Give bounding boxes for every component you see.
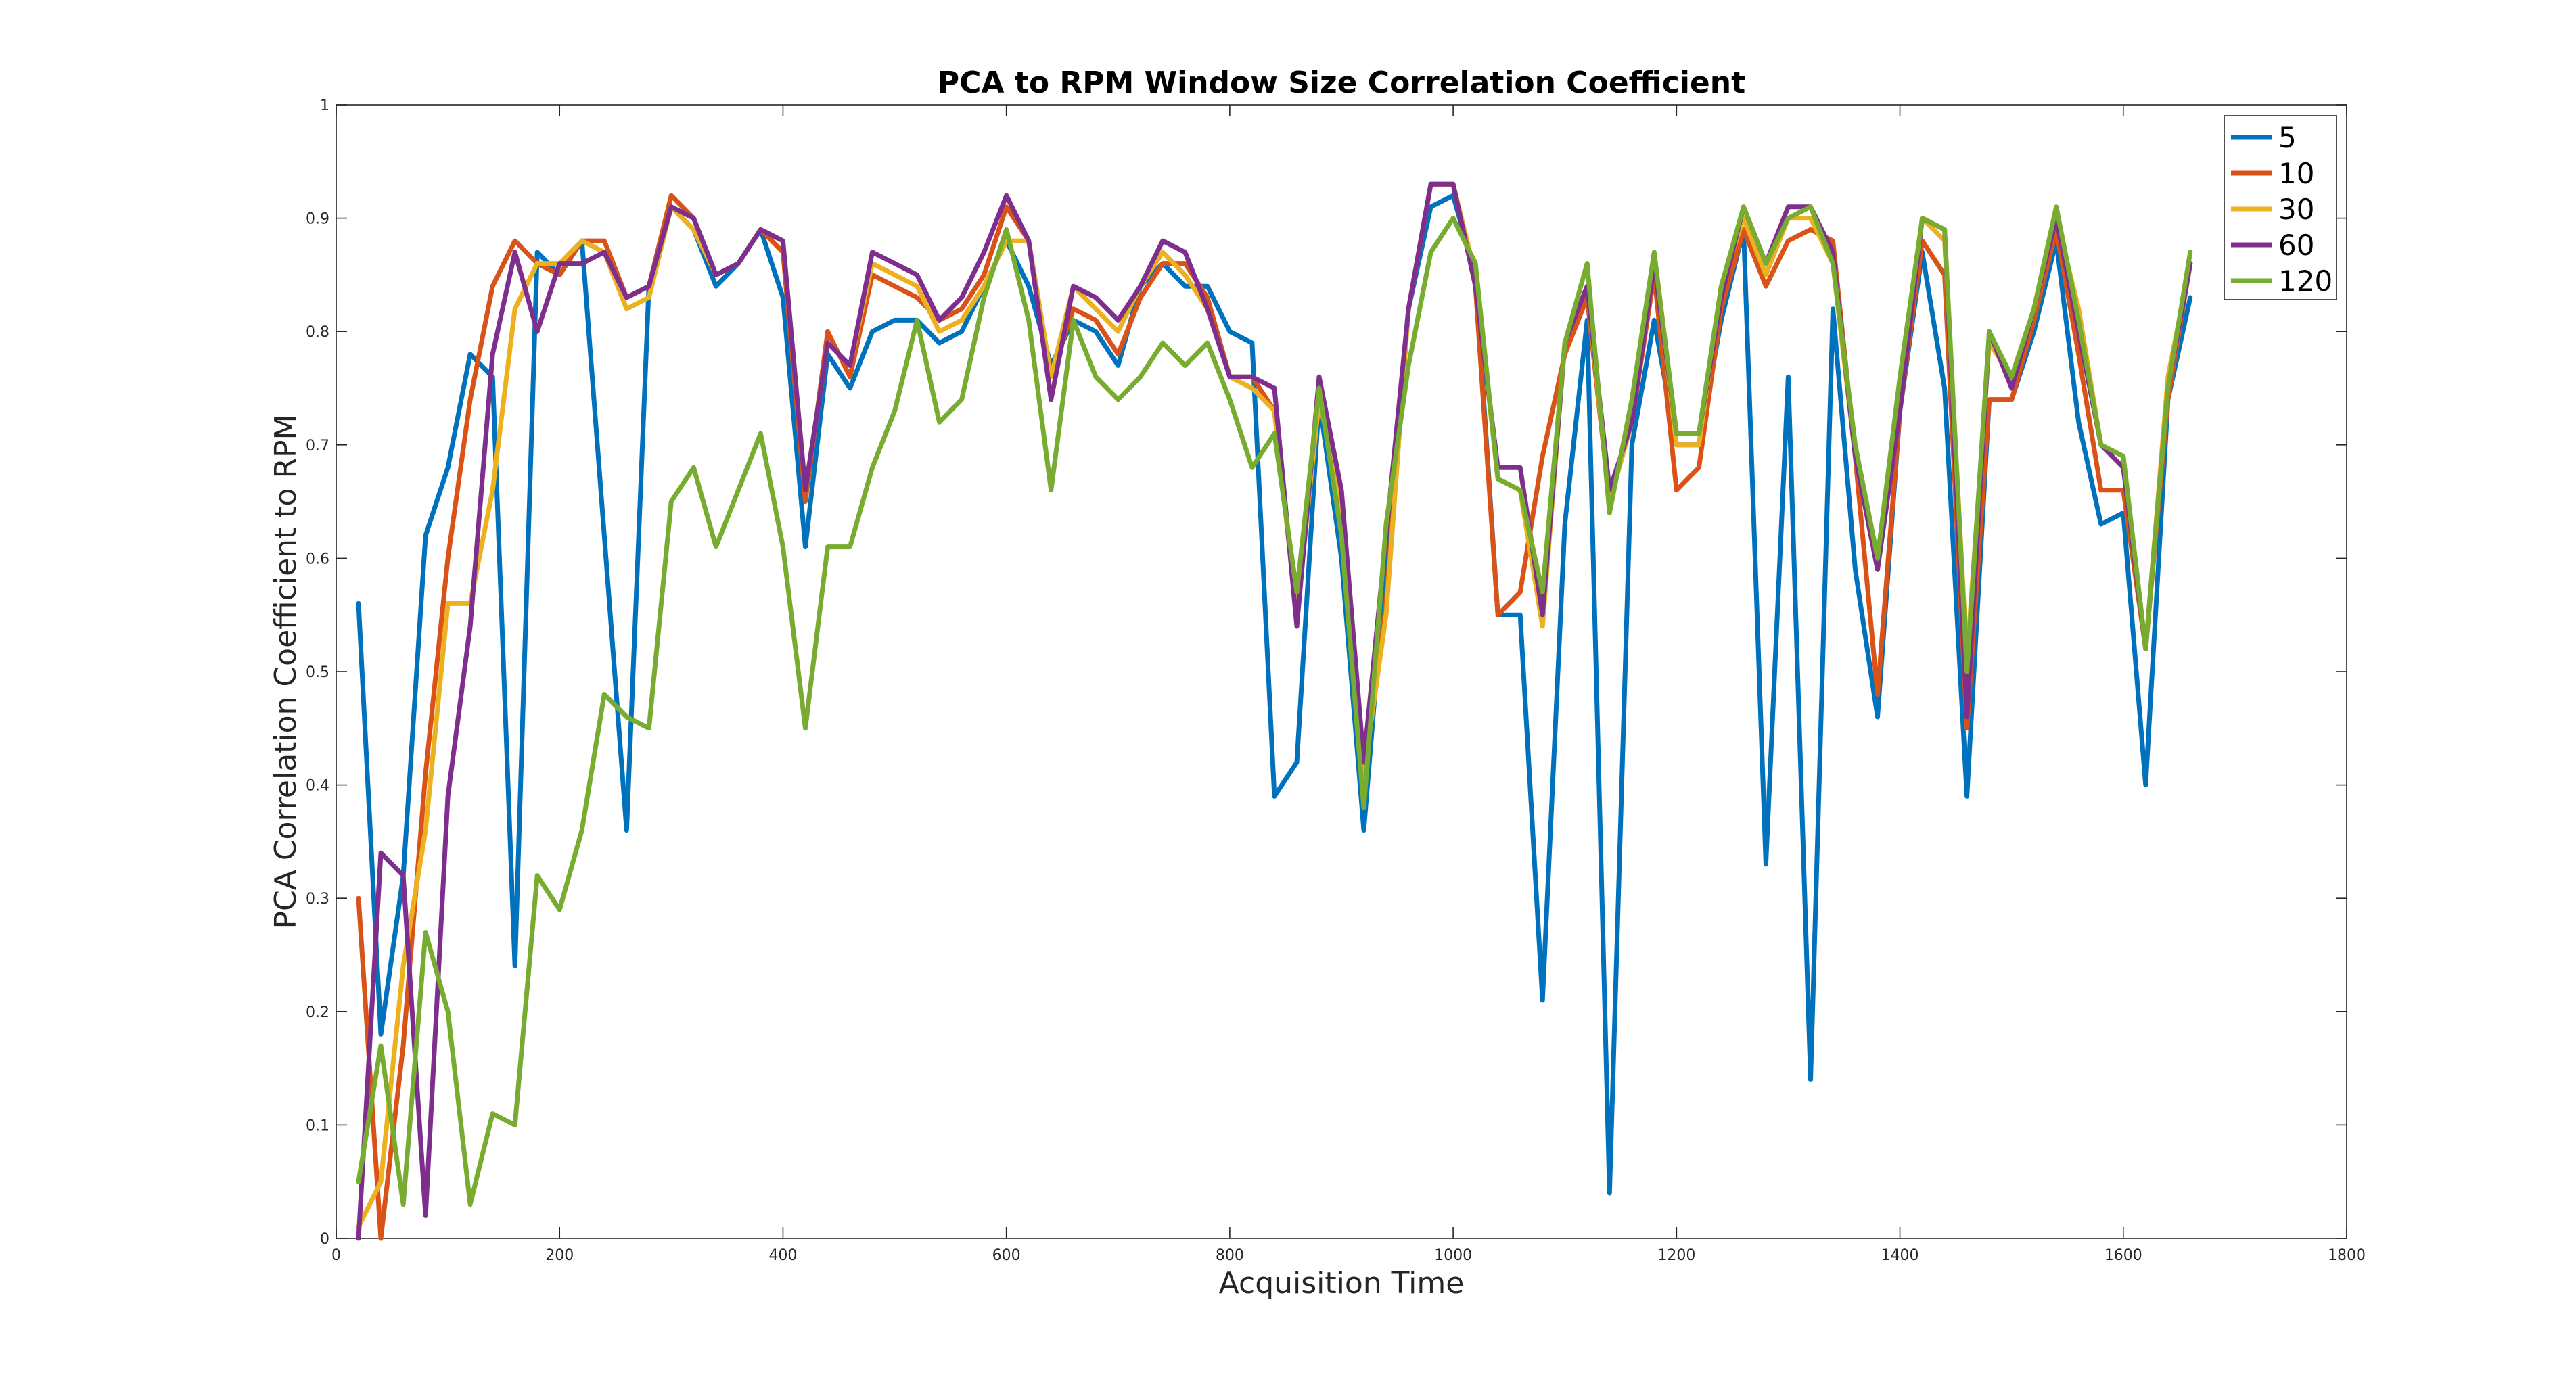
y-tick-label: 1 [320, 97, 329, 114]
x-tick-label: 400 [768, 1247, 797, 1264]
x-axis: 0 200 400 600 800 1000 1200 1400 1600 1800 [331, 105, 2366, 1264]
y-tick-label: 0.9 [306, 211, 329, 228]
legend-label-10: 10 [2278, 157, 2314, 190]
y-tick-label: 0.2 [306, 1004, 329, 1021]
legend-label-30: 30 [2278, 193, 2314, 226]
y-axis-label: PCA Correlation Coefficient to RPM [269, 414, 303, 929]
x-tick-label: 1600 [2104, 1247, 2142, 1264]
series-line-120 [356, 204, 2193, 1207]
x-tick-label: 1400 [1881, 1247, 1919, 1264]
x-tick-label: 1000 [1434, 1247, 1472, 1264]
y-tick-label: 0.8 [306, 324, 329, 341]
x-tick-label: 200 [545, 1247, 574, 1264]
y-tick-label: 0 [320, 1231, 329, 1248]
legend-label-60: 60 [2278, 229, 2314, 262]
series-line-5 [356, 193, 2193, 1196]
y-tick-label: 0.1 [306, 1117, 329, 1134]
legend-label-5: 5 [2278, 121, 2297, 154]
series-group [356, 181, 2193, 1241]
chart-title: PCA to RPM Window Size Correlation Coeff… [938, 66, 1745, 100]
y-axis: 0 0.1 0.2 0.3 0.4 0.5 0.6 0.7 0.8 0.9 1 [306, 97, 2347, 1248]
x-tick-label: 1800 [2328, 1247, 2366, 1264]
legend-label-120: 120 [2278, 264, 2332, 298]
x-tick-label: 800 [1216, 1247, 1244, 1264]
x-tick-label: 0 [331, 1247, 341, 1264]
y-tick-label: 0.5 [306, 664, 329, 681]
x-tick-label: 600 [992, 1247, 1021, 1264]
y-tick-label: 0.4 [306, 778, 329, 795]
y-tick-label: 0.6 [306, 551, 329, 567]
series-5 [356, 193, 2193, 1196]
series-120 [356, 204, 2193, 1207]
y-tick-label: 0.7 [306, 438, 329, 454]
x-tick-label: 1200 [1657, 1247, 1695, 1264]
x-axis-label: Acquisition Time [1219, 1266, 1465, 1301]
y-tick-label: 0.3 [306, 891, 329, 908]
plot-area: 0 200 400 600 800 1000 1200 1400 1600 1800 0 0.1 0.… [306, 97, 2366, 1264]
